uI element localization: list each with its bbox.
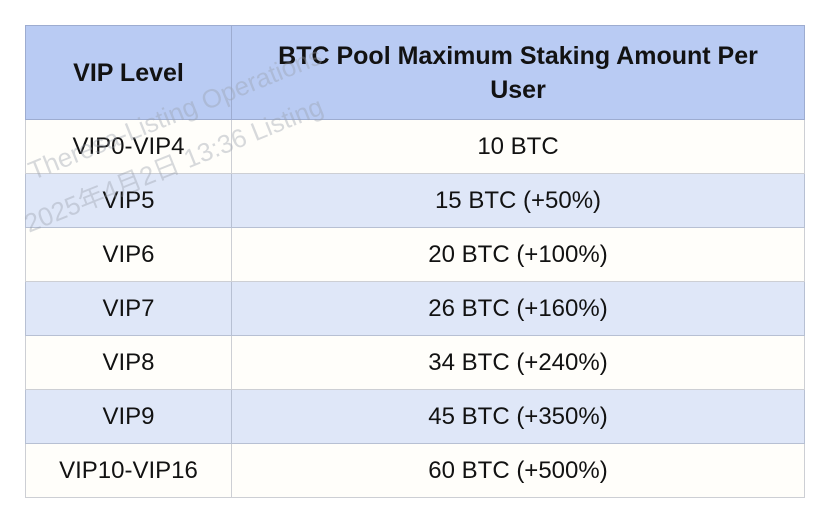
staking-amount-cell: 10 BTC [232, 120, 805, 174]
vip-level-cell: VIP8 [25, 336, 232, 390]
col-header-vip-level-label: VIP Level [73, 58, 184, 87]
staking-amount-cell: 15 BTC (+50%) [232, 174, 805, 228]
staking-table: VIP Level BTC Pool Maximum Staking Amoun… [25, 25, 805, 498]
table-row: VIP9 45 BTC (+350%) [25, 390, 805, 444]
table-row: VIP6 20 BTC (+100%) [25, 228, 805, 282]
vip-level-cell: VIP7 [25, 282, 232, 336]
staking-amount-cell: 60 BTC (+500%) [232, 444, 805, 498]
col-header-max-staking-label: BTC Pool Maximum Staking Amount Per User [278, 41, 758, 104]
vip-level-cell: VIP10-VIP16 [25, 444, 232, 498]
vip-level-cell: VIP5 [25, 174, 232, 228]
col-header-max-staking: BTC Pool Maximum Staking Amount Per User [232, 25, 805, 120]
vip-level-cell: VIP6 [25, 228, 232, 282]
col-header-vip-level: VIP Level [25, 25, 232, 120]
vip-level-cell: VIP9 [25, 390, 232, 444]
staking-amount-cell: 20 BTC (+100%) [232, 228, 805, 282]
staking-amount-cell: 45 BTC (+350%) [232, 390, 805, 444]
table-row: VIP0-VIP4 10 BTC [25, 120, 805, 174]
table-row: VIP8 34 BTC (+240%) [25, 336, 805, 390]
staking-amount-cell: 34 BTC (+240%) [232, 336, 805, 390]
header-row: VIP Level BTC Pool Maximum Staking Amoun… [25, 25, 805, 120]
staking-amount-cell: 26 BTC (+160%) [232, 282, 805, 336]
table-row: VIP7 26 BTC (+160%) [25, 282, 805, 336]
table-row: VIP5 15 BTC (+50%) [25, 174, 805, 228]
vip-level-cell: VIP0-VIP4 [25, 120, 232, 174]
staking-table-container: VIP Level BTC Pool Maximum Staking Amoun… [25, 25, 805, 498]
table-row: VIP10-VIP16 60 BTC (+500%) [25, 444, 805, 498]
